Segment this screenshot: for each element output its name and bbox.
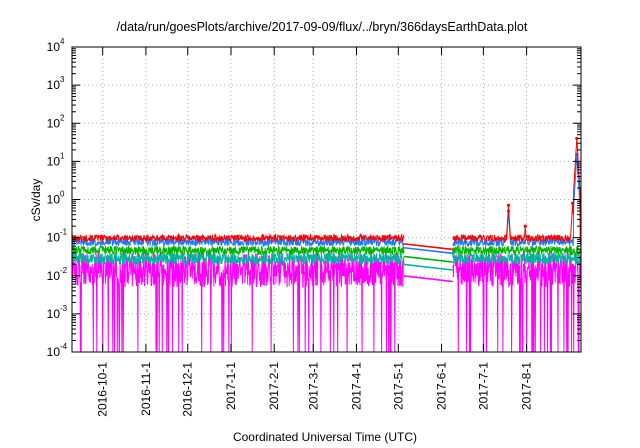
y-tick-base: 10 xyxy=(47,193,61,207)
x-tick-label: 2017-8-1 xyxy=(520,362,534,410)
x-tick-label: 2017-1-1 xyxy=(224,362,238,410)
series-line xyxy=(71,251,582,266)
gap-connector xyxy=(403,243,453,251)
spike-point xyxy=(506,203,511,208)
y-tick-exponent: 3 xyxy=(60,75,65,84)
spike-point xyxy=(575,136,579,141)
y-tick-exponent: -4 xyxy=(60,342,68,351)
y-tick-base: 10 xyxy=(47,345,61,359)
x-tick-label: 2017-3-1 xyxy=(306,362,320,410)
y-tick-label: 10 0 xyxy=(47,190,65,207)
y-axis-label: cSv/day xyxy=(29,179,43,222)
y-tick-label: 10 -3 xyxy=(47,304,68,321)
gap-connector xyxy=(403,275,453,283)
gap-connector xyxy=(403,246,453,255)
y-tick-base: 10 xyxy=(47,307,61,321)
x-axis-ticks: 2016-10-1 2016-11-1 2016-12-1 2017-1-1 2017-… xyxy=(96,47,534,417)
y-tick-label: 10 -2 xyxy=(47,266,68,283)
y-tick-base: 10 xyxy=(47,154,61,168)
x-tick-label: 2017-2-1 xyxy=(267,362,281,410)
series-line xyxy=(71,154,582,248)
x-tick-label: 2016-10-1 xyxy=(96,362,110,417)
y-tick-exponent: -3 xyxy=(60,304,68,313)
y-tick-exponent: 1 xyxy=(60,151,65,160)
series-4 xyxy=(71,252,582,353)
gap-connector xyxy=(403,255,453,263)
grid-lines xyxy=(72,47,581,352)
y-tick-label: 10 4 xyxy=(47,37,65,54)
y-tick-label: 10 -4 xyxy=(47,342,68,359)
y-tick-exponent: 0 xyxy=(60,190,65,199)
y-tick-label: 10 1 xyxy=(47,151,65,168)
y-tick-base: 10 xyxy=(47,116,61,130)
x-tick-label: 2016-12-1 xyxy=(181,362,195,417)
spike-point xyxy=(523,224,527,228)
plot-area xyxy=(71,136,582,353)
y-tick-base: 10 xyxy=(47,40,61,54)
x-tick-label: 2017-6-1 xyxy=(435,362,449,410)
x-tick-label: 2016-11-1 xyxy=(139,362,153,416)
y-tick-exponent: 2 xyxy=(60,113,65,122)
chart-title: /data/run/goesPlots/archive/2017-09-09/f… xyxy=(117,20,528,34)
series-line xyxy=(71,244,582,257)
series-line xyxy=(71,138,582,244)
gap-connector xyxy=(403,263,453,271)
y-tick-base: 10 xyxy=(47,231,61,245)
series-2 xyxy=(71,244,582,263)
y-tick-base: 10 xyxy=(47,269,61,283)
y-tick-exponent: -1 xyxy=(60,228,68,237)
y-tick-exponent: -2 xyxy=(60,266,68,275)
series-3 xyxy=(71,251,582,271)
x-tick-label: 2017-5-1 xyxy=(391,362,405,410)
x-axis-label: Coordinated Universal Time (UTC) xyxy=(233,430,417,444)
series-line xyxy=(71,252,582,353)
y-tick-base: 10 xyxy=(47,78,61,92)
y-tick-label: 10 -1 xyxy=(47,228,68,245)
y-tick-label: 10 2 xyxy=(47,113,65,130)
spike-point xyxy=(571,201,575,205)
y-tick-exponent: 4 xyxy=(60,37,65,46)
x-tick-label: 2017-4-1 xyxy=(349,362,363,410)
x-tick-label: 2017-7-1 xyxy=(476,362,490,410)
y-tick-label: 10 3 xyxy=(47,75,65,92)
series-0 xyxy=(71,136,582,251)
